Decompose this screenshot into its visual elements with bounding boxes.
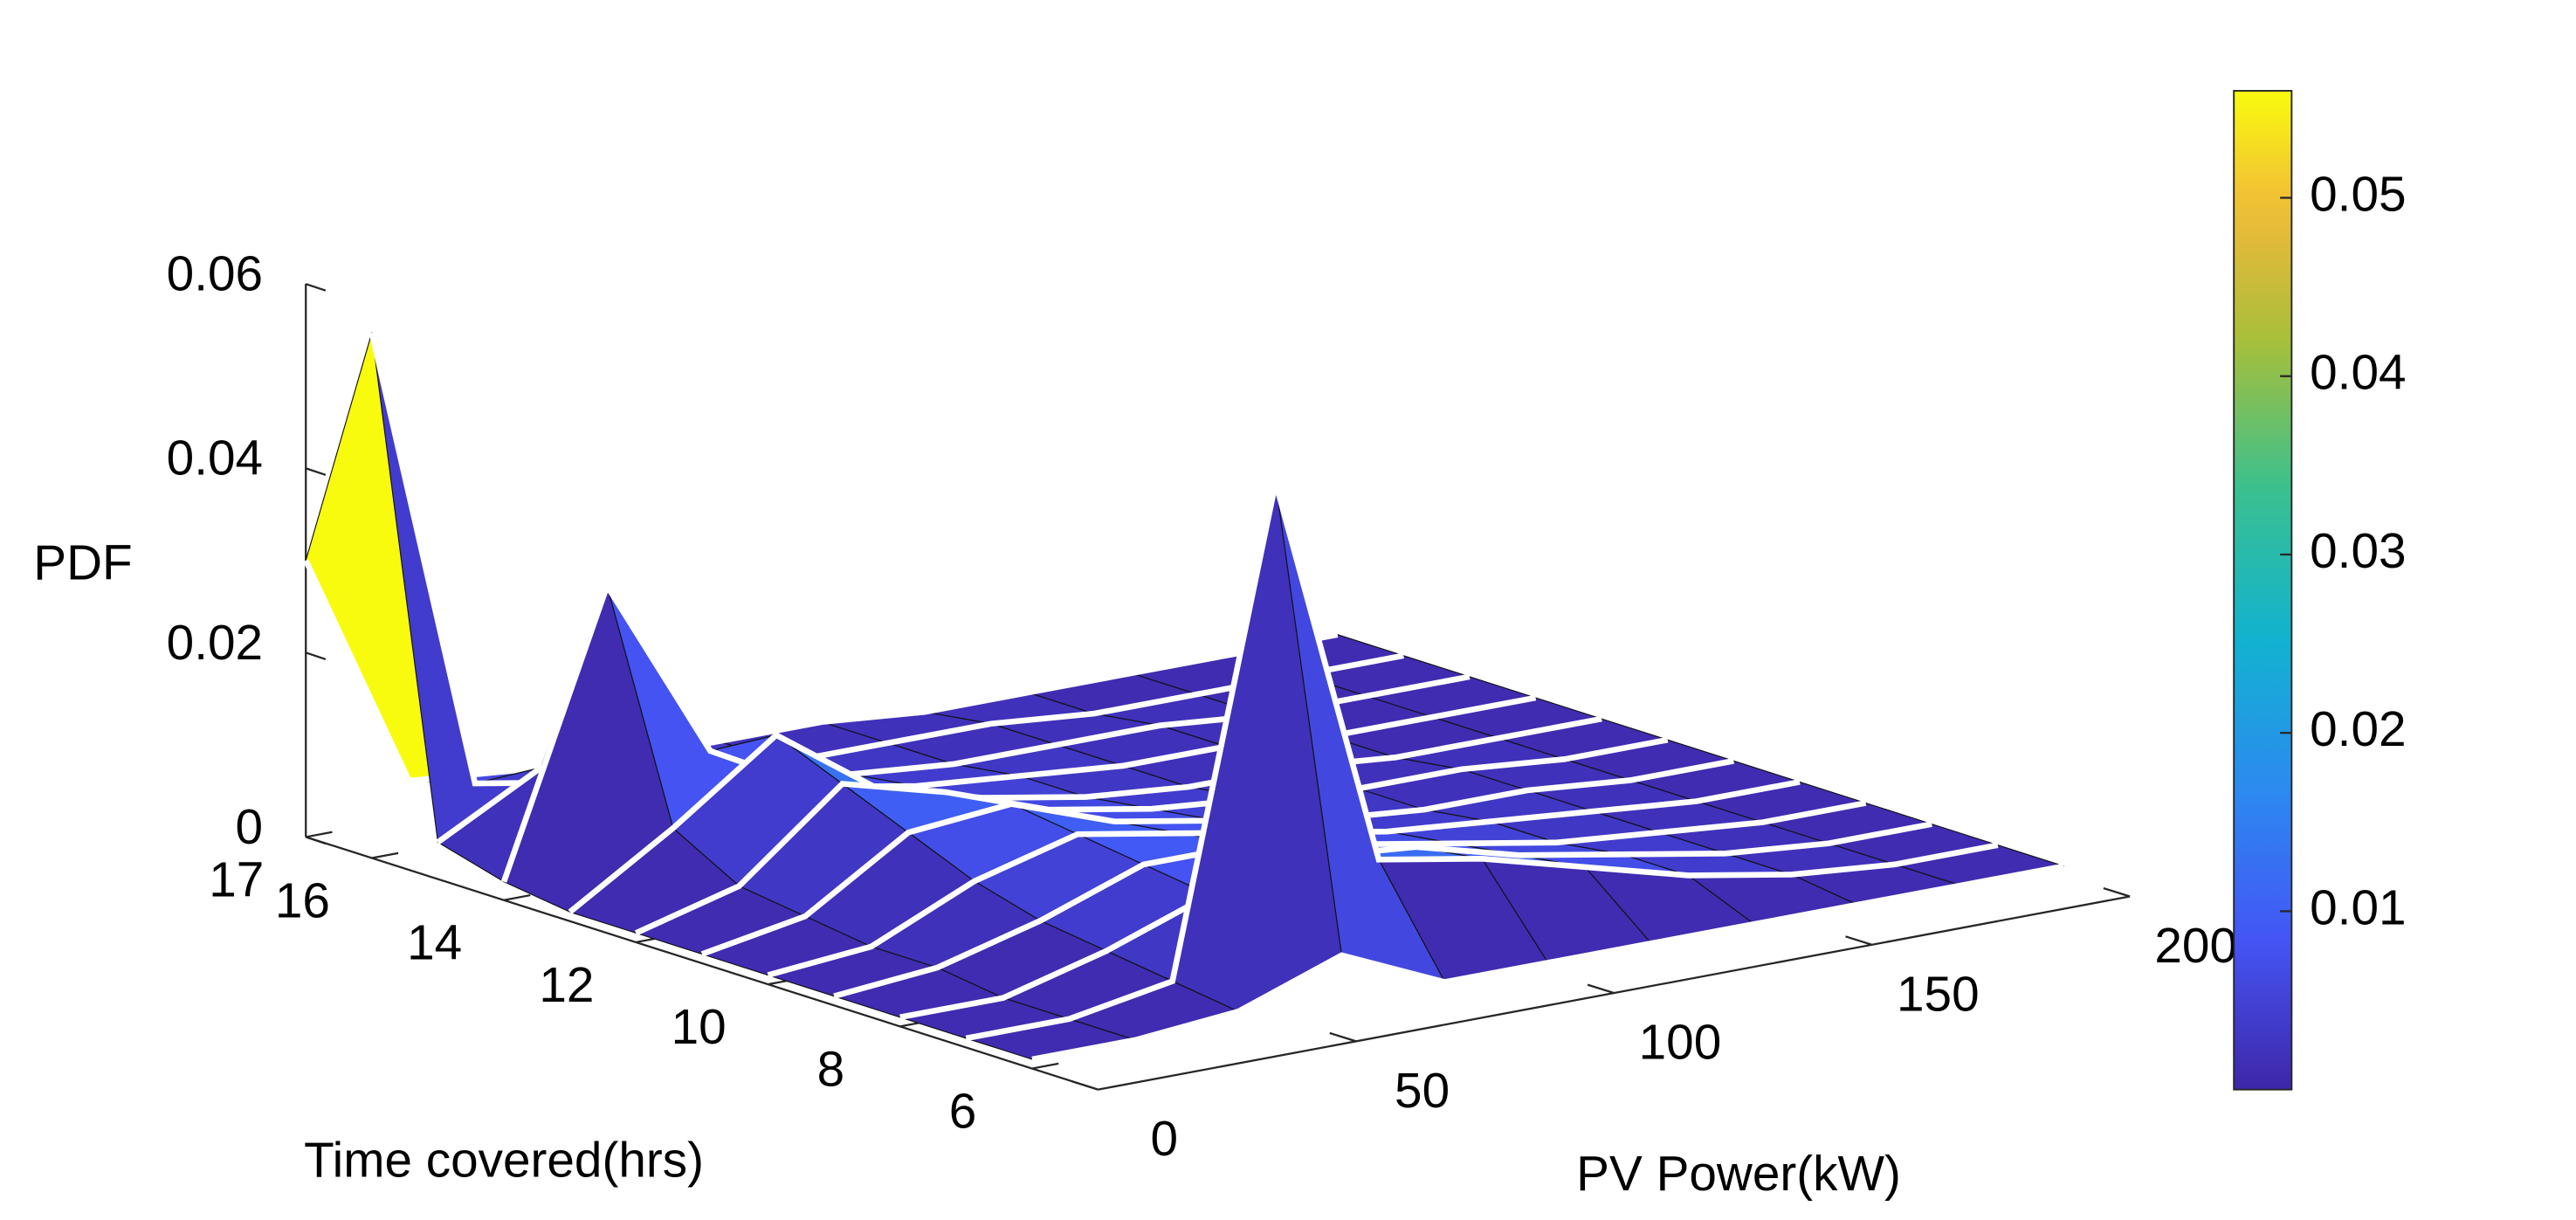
z-tick <box>305 467 327 476</box>
row-line <box>568 715 1602 914</box>
row-line <box>899 821 1932 1021</box>
colorbar-tick-label: 0.05 <box>2310 167 2406 222</box>
x-tick-label: 50 <box>1395 1064 1450 1119</box>
colorbar-tick-label: 0.04 <box>2310 346 2406 401</box>
colorbar-tick-label: 0.01 <box>2310 880 2406 935</box>
colorbar-gradient <box>2233 90 2293 1091</box>
y-tick-label: 14 <box>407 916 462 971</box>
y-axis-line <box>305 836 1099 1091</box>
z-tick-label: 0 <box>236 800 264 855</box>
z-tick <box>305 283 327 292</box>
y-tick-label: 8 <box>817 1042 845 1097</box>
y-tick <box>371 851 399 859</box>
y-axis-label: Time covered(hrs) <box>304 1134 704 1189</box>
y-tick <box>306 831 333 838</box>
colorbar-tick-label: 0.03 <box>2310 524 2406 579</box>
x-tick <box>1587 983 1615 995</box>
y-tick-label: 16 <box>275 873 330 928</box>
x-tick-label: 200 <box>2154 919 2237 974</box>
x-tick-label: 150 <box>1897 967 1980 1022</box>
z-tick-label: 0.02 <box>167 616 263 671</box>
surface <box>303 332 2065 1063</box>
y-tick <box>1031 1062 1059 1070</box>
y-tick-label: 12 <box>539 958 594 1013</box>
row-line <box>634 736 1669 936</box>
z-tick-label: 0.06 <box>167 247 263 302</box>
colorbar-tick-label: 0.02 <box>2310 702 2406 757</box>
z-axis-label: PDF <box>33 535 132 590</box>
z-tick <box>305 651 327 660</box>
y-tick-label: 10 <box>672 1000 727 1055</box>
y-tick-label: 17 <box>209 852 264 907</box>
x-tick-label: 100 <box>1639 1016 1722 1071</box>
z-tick-label: 0.04 <box>167 431 263 486</box>
y-tick <box>503 893 531 901</box>
x-tick <box>1071 1080 1099 1091</box>
colorbar: 0.01 0.02 0.03 0.04 0.05 <box>2233 90 2407 1091</box>
x-tick <box>1329 1031 1357 1043</box>
row-line <box>965 481 1999 1042</box>
x-tick <box>2103 886 2131 898</box>
y-tick-label: 6 <box>949 1084 977 1139</box>
row-line <box>1031 863 2065 1063</box>
row-line <box>500 579 1537 883</box>
x-tick-label: 0 <box>1150 1112 1178 1167</box>
z-tick <box>305 836 327 845</box>
row-line <box>303 559 1339 784</box>
x-tick <box>1845 935 1873 946</box>
x-axis-label: PV Power(kW) <box>1576 1147 1901 1202</box>
